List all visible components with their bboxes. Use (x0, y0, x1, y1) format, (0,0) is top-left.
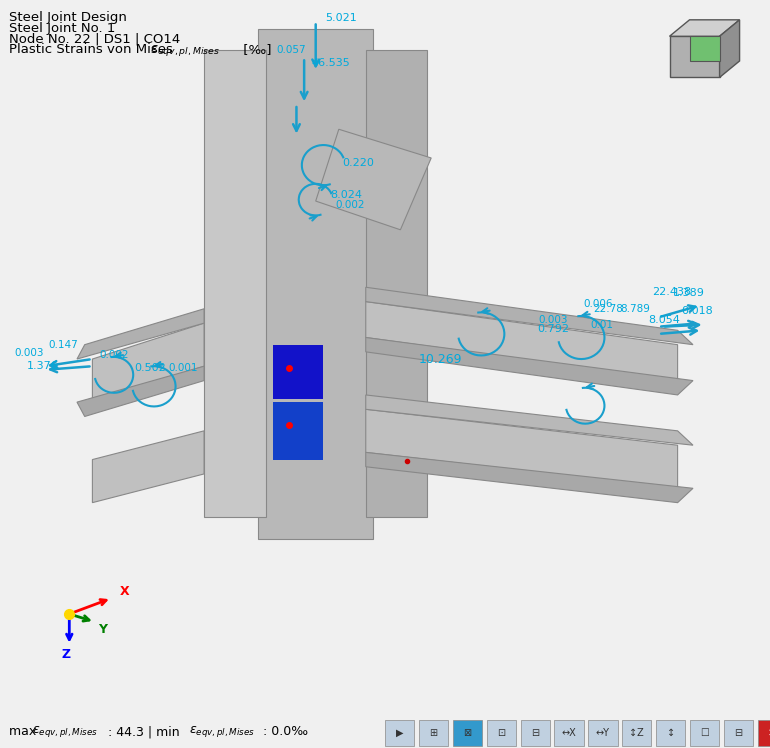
Text: 0.003: 0.003 (538, 315, 567, 325)
Text: 0.792: 0.792 (537, 324, 569, 334)
Text: : 0.0‰: : 0.0‰ (259, 725, 309, 738)
Polygon shape (92, 323, 204, 402)
Polygon shape (366, 395, 693, 445)
FancyBboxPatch shape (656, 720, 685, 746)
Text: Node No. 22 | DS1 | CO14: Node No. 22 | DS1 | CO14 (9, 32, 180, 46)
Text: X: X (119, 585, 129, 598)
Polygon shape (258, 28, 373, 539)
Text: 0.002: 0.002 (99, 350, 129, 360)
Text: 0.006: 0.006 (584, 299, 613, 310)
Polygon shape (273, 402, 323, 459)
Polygon shape (366, 409, 678, 488)
Text: ⊟: ⊟ (531, 728, 539, 738)
Text: ↕Z: ↕Z (629, 728, 644, 738)
Polygon shape (366, 50, 427, 517)
Text: 8.789: 8.789 (621, 304, 650, 313)
FancyBboxPatch shape (690, 720, 719, 746)
Text: $\varepsilon_{eqv,pl,Mises}$: $\varepsilon_{eqv,pl,Mises}$ (32, 724, 99, 739)
Text: 0.002: 0.002 (336, 200, 365, 210)
Text: ✕: ✕ (768, 728, 770, 738)
Text: 0.01: 0.01 (591, 320, 614, 331)
Text: [‰]: [‰] (239, 43, 271, 56)
FancyBboxPatch shape (521, 720, 550, 746)
Text: ↔X: ↔X (561, 728, 577, 738)
Text: ⊡: ⊡ (497, 728, 505, 738)
Text: Z: Z (62, 649, 71, 661)
Polygon shape (204, 50, 266, 517)
FancyBboxPatch shape (453, 720, 482, 746)
Polygon shape (316, 129, 431, 230)
Polygon shape (77, 367, 204, 417)
Polygon shape (92, 431, 204, 503)
Text: ☐: ☐ (700, 728, 709, 738)
Text: 1.389: 1.389 (673, 288, 705, 298)
Text: 22.78: 22.78 (594, 304, 623, 313)
Polygon shape (366, 301, 678, 381)
Text: $\varepsilon_{eqv,pl,Mises}$: $\varepsilon_{eqv,pl,Mises}$ (189, 724, 255, 739)
FancyBboxPatch shape (419, 720, 448, 746)
Text: Steel Joint No. 1: Steel Joint No. 1 (9, 22, 115, 34)
Text: Plastic Strains von Mises: Plastic Strains von Mises (9, 43, 177, 56)
Text: ↔Y: ↔Y (596, 728, 610, 738)
Polygon shape (669, 37, 720, 78)
Polygon shape (366, 337, 693, 395)
Text: ▶: ▶ (396, 728, 403, 738)
Text: ⊞: ⊞ (430, 728, 437, 738)
Text: Steel Joint Design: Steel Joint Design (9, 10, 127, 24)
FancyBboxPatch shape (758, 720, 770, 746)
FancyBboxPatch shape (554, 720, 584, 746)
Text: 0.018: 0.018 (681, 306, 713, 316)
FancyBboxPatch shape (588, 720, 618, 746)
Polygon shape (366, 287, 693, 345)
Text: 1.376: 1.376 (26, 361, 59, 371)
Polygon shape (366, 453, 693, 503)
Text: 0.220: 0.220 (342, 158, 374, 168)
Polygon shape (273, 345, 323, 399)
Polygon shape (77, 309, 204, 359)
Text: Y: Y (99, 622, 108, 636)
Text: 0.003: 0.003 (15, 349, 44, 358)
Polygon shape (720, 20, 739, 78)
Text: : 44.3 | min: : 44.3 | min (104, 725, 183, 738)
Text: 0.502: 0.502 (134, 363, 166, 373)
Polygon shape (690, 37, 720, 61)
FancyBboxPatch shape (622, 720, 651, 746)
Text: 46.535: 46.535 (312, 58, 350, 68)
Text: 5.021: 5.021 (325, 13, 357, 23)
FancyBboxPatch shape (724, 720, 753, 746)
Text: 0.001: 0.001 (169, 363, 198, 373)
Text: 8.024: 8.024 (330, 190, 363, 200)
Polygon shape (669, 20, 739, 37)
Text: ↕: ↕ (667, 728, 675, 738)
Text: max: max (9, 725, 41, 738)
FancyBboxPatch shape (385, 720, 414, 746)
Text: ⊟: ⊟ (735, 728, 742, 738)
Text: 0.057: 0.057 (276, 46, 306, 55)
FancyBboxPatch shape (487, 720, 516, 746)
Text: 22.438: 22.438 (652, 286, 691, 296)
Text: 8.054: 8.054 (648, 315, 680, 325)
Text: 10.269: 10.269 (419, 352, 462, 366)
Text: ⊠: ⊠ (464, 728, 471, 738)
Text: $\varepsilon_{eqv,pl,Mises}$: $\varepsilon_{eqv,pl,Mises}$ (150, 43, 220, 58)
Text: 0.147: 0.147 (49, 340, 78, 349)
